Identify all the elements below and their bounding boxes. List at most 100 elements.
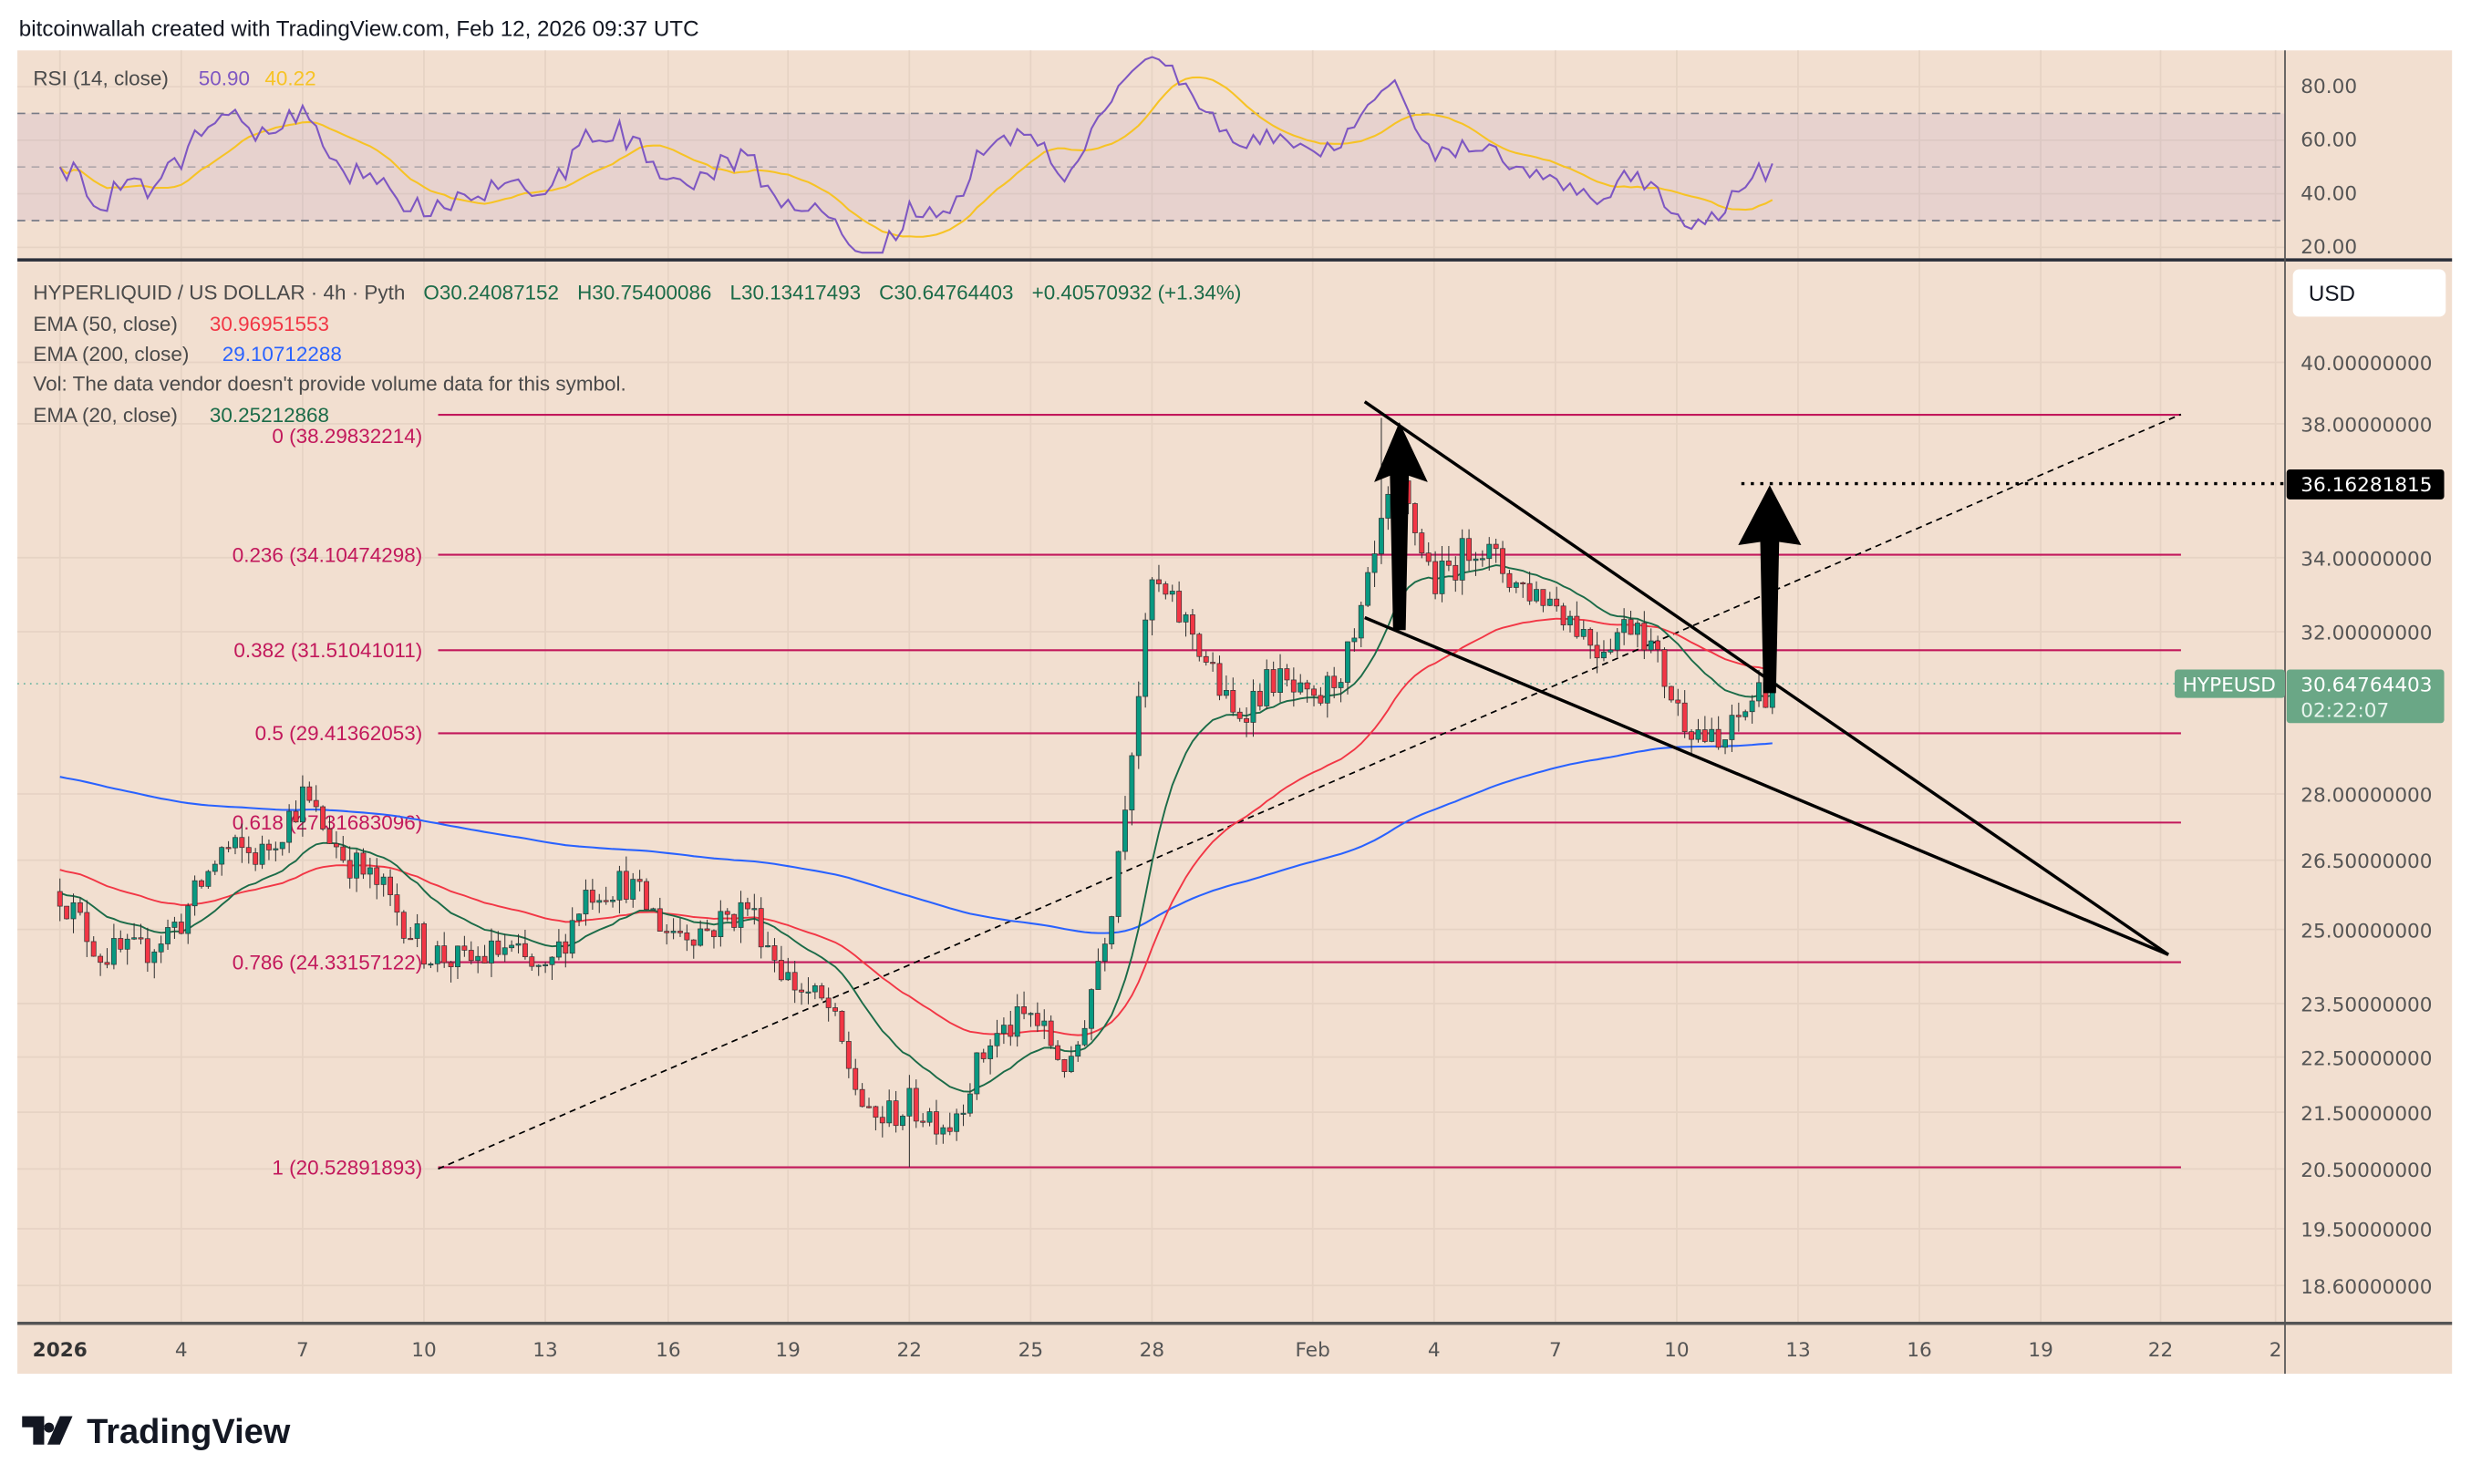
- candle: [704, 919, 710, 932]
- time-axis-label: 28: [1140, 1339, 1164, 1362]
- candle: [90, 936, 97, 957]
- candle: [1163, 581, 1169, 600]
- candle-body: [522, 943, 528, 957]
- fibonacci-retracement[interactable]: 0 (38.29832214) 0.236 (34.10474298) 0.382 …: [233, 414, 2181, 1179]
- candle-body: [259, 843, 265, 865]
- fib-level-label: 0.786 (24.33157122): [233, 951, 423, 974]
- candle: [980, 1048, 987, 1063]
- candle-body: [946, 1127, 953, 1132]
- candle-body: [1546, 598, 1553, 606]
- candle: [1513, 581, 1519, 593]
- candle: [320, 805, 326, 831]
- candle: [771, 938, 778, 973]
- tradingview-logo[interactable]: TradingView: [22, 1413, 291, 1451]
- candle: [1560, 603, 1566, 631]
- candle: [879, 1106, 885, 1138]
- candle: [1021, 991, 1028, 1020]
- candle: [360, 848, 367, 880]
- up-arrow-icon[interactable]: [1738, 485, 1802, 694]
- candle: [1089, 988, 1094, 1041]
- candle-body: [1149, 579, 1155, 621]
- candle: [233, 834, 238, 855]
- candle-body: [239, 837, 245, 849]
- candle: [610, 896, 615, 908]
- candle-body: [771, 945, 778, 961]
- rsi-ma-value: 40.22: [264, 67, 315, 89]
- volume-notice: Vol: The data vendor doesn't provide vol…: [33, 373, 626, 396]
- candle-body: [1459, 538, 1465, 581]
- candle: [1196, 633, 1203, 662]
- candle: [1129, 752, 1135, 826]
- time-axis-label: 25: [1018, 1339, 1043, 1362]
- candle: [1256, 684, 1263, 711]
- candle: [934, 1099, 939, 1145]
- candle-body: [171, 922, 178, 928]
- candle: [926, 1108, 933, 1127]
- wedge-lower-trendline[interactable]: [1364, 615, 2169, 956]
- candle-body: [1567, 615, 1573, 625]
- candle-body: [1298, 682, 1304, 693]
- time-axis-label: 16: [656, 1339, 680, 1362]
- candle-body: [1540, 589, 1546, 606]
- price-axis[interactable]: USD 40.00000000 38.00000000 34.00000000 …: [2175, 269, 2446, 1299]
- candle: [1068, 1046, 1074, 1074]
- candle: [110, 923, 117, 970]
- fib-level-label: 1 (20.52891893): [272, 1156, 422, 1179]
- candle: [489, 928, 494, 977]
- candle-body: [974, 1052, 980, 1095]
- candle: [1135, 681, 1142, 769]
- candle-body: [1216, 663, 1223, 696]
- time-axis[interactable]: 2026 4 7 10 13 16 19 22 25 28 Feb 4 7 10 13 16 19 22 2: [33, 1339, 2282, 1362]
- candle-body: [475, 955, 481, 962]
- candle: [1311, 685, 1317, 706]
- candle-body: [1034, 1013, 1040, 1026]
- candle: [279, 841, 285, 856]
- price-axis-label: 32.00000000: [2300, 623, 2432, 645]
- candle-body: [906, 1087, 913, 1117]
- candle-body: [926, 1111, 933, 1123]
- candle-body: [1365, 572, 1371, 606]
- candle: [1270, 661, 1277, 697]
- time-axis-label: 7: [1549, 1339, 1562, 1362]
- candle: [987, 1039, 994, 1075]
- ohlc-open: O30.24087152: [423, 281, 559, 304]
- candle: [1601, 640, 1607, 662]
- candle-body: [286, 810, 293, 843]
- time-axis-label: 19: [775, 1339, 800, 1362]
- candle: [333, 830, 339, 859]
- price-axis-label: 22.50000000: [2300, 1047, 2432, 1070]
- symbol-title: HYPERLIQUID / US DOLLAR · 4h · Pyth: [33, 281, 405, 304]
- candle-body: [1453, 564, 1459, 581]
- candle: [199, 879, 204, 889]
- candle: [408, 926, 414, 941]
- candle-body: [886, 1100, 893, 1124]
- candle-body: [98, 955, 104, 964]
- candle-body: [1075, 1044, 1081, 1057]
- candle-body: [1041, 1020, 1048, 1026]
- candle-body: [1230, 690, 1236, 713]
- candle-body: [1176, 591, 1183, 623]
- candle-body: [1425, 552, 1432, 562]
- price-axis-label: 34.00000000: [2300, 548, 2432, 571]
- candle-body: [1445, 561, 1452, 566]
- candle-body: [1681, 702, 1688, 732]
- candle: [616, 865, 623, 914]
- candle-body: [70, 902, 77, 920]
- candle: [1466, 529, 1473, 572]
- currency-button[interactable]: [2292, 269, 2446, 317]
- candle-body: [515, 943, 522, 946]
- fib-level-label: 0.236 (34.10474298): [233, 543, 423, 566]
- candle-body: [1648, 640, 1654, 651]
- candle: [245, 836, 252, 864]
- price-axis-label: 23.50000000: [2300, 994, 2432, 1017]
- candle-body: [1756, 682, 1762, 702]
- candle: [1614, 627, 1620, 658]
- dashed-rising-trendline[interactable]: [438, 413, 2182, 1170]
- up-arrow-icon[interactable]: [1374, 422, 1428, 631]
- candle-body: [967, 1093, 973, 1114]
- candle-body: [698, 928, 704, 946]
- candle-body: [583, 890, 589, 915]
- candle-body: [434, 945, 440, 964]
- candle-body: [191, 880, 198, 907]
- candle: [98, 953, 104, 976]
